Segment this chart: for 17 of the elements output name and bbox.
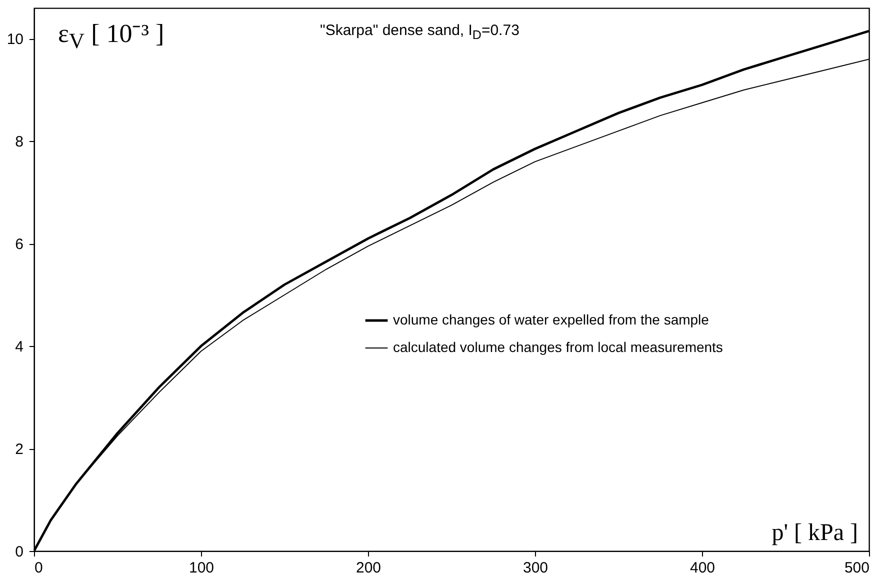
y-tick-label: 8: [15, 134, 24, 151]
x-tick-label: 200: [356, 560, 382, 576]
y-tick-label: 2: [15, 441, 24, 458]
y-tick-label: 4: [15, 338, 24, 356]
x-axis-title: p' [ kPa ]: [772, 520, 858, 547]
x-tick-label: 300: [522, 560, 548, 576]
y-axis-title: ε$_{V}$ [ 10⁻³ ]: [58, 18, 164, 54]
legend-label: calculated volume changes from local measurements: [393, 339, 723, 355]
x-tick-label: 400: [690, 560, 716, 576]
x-tick-label: 0: [34, 560, 43, 576]
y-tick-label: 6: [15, 236, 24, 254]
x-tick-label: 500: [844, 560, 870, 576]
y-tick-label: 10: [6, 31, 24, 48]
x-tick-label: 100: [188, 560, 214, 576]
y-tick-label: 0: [15, 544, 24, 560]
text: "Skarpa" dense sand, I$_{D}$=0.73: [320, 22, 520, 42]
legend-label: volume changes of water expelled from the sample: [393, 312, 710, 328]
